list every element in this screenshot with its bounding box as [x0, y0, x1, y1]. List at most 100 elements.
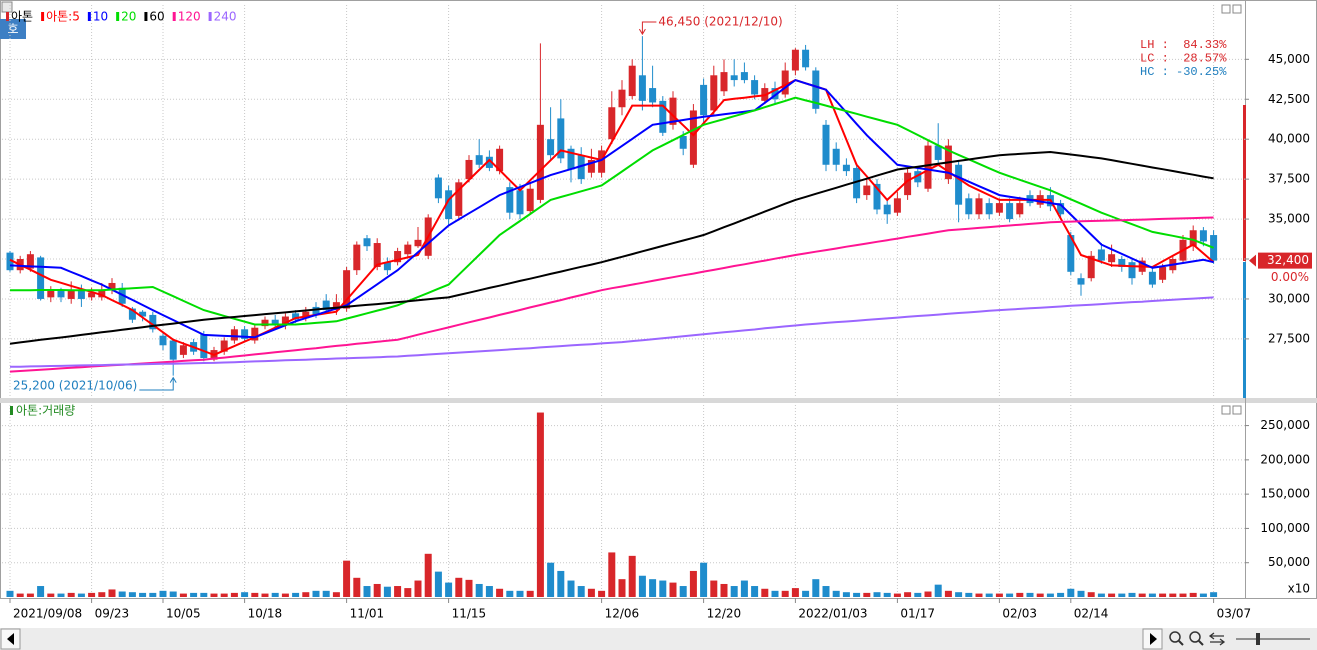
y-tick-label: 45,000 [1268, 52, 1310, 66]
candle-body [1087, 255, 1095, 279]
candle-body [1097, 249, 1105, 261]
volume-bar [322, 590, 330, 597]
y-tick-label: 30,000 [1268, 291, 1310, 305]
reset-button[interactable] [1208, 632, 1226, 646]
volume-bar [812, 579, 820, 597]
volume-bar [557, 570, 565, 597]
x-tick-label: 10/18 [248, 607, 283, 621]
volume-bar [261, 593, 269, 597]
panel-button[interactable] [1221, 4, 1231, 14]
candle-body [261, 319, 269, 327]
volume-bar [1159, 593, 1167, 597]
volume-bar [771, 590, 779, 597]
candle-body [506, 187, 514, 213]
volume-bar [893, 593, 901, 597]
volume-bar [567, 580, 575, 597]
volume-bar [638, 575, 646, 597]
last-price-label: 32,400 [1267, 253, 1309, 267]
stat-label: HC : -30.25% [1140, 65, 1227, 79]
candle-body [77, 290, 85, 299]
volume-bar [159, 590, 167, 597]
volume-bar [241, 592, 249, 597]
candle-body [394, 251, 402, 263]
volume-bar [1118, 593, 1126, 597]
volume-bar [526, 590, 534, 597]
candle-body [414, 239, 422, 247]
last-price-pointer [1249, 254, 1256, 267]
candle-body [1057, 203, 1065, 215]
volume-bar [1057, 592, 1065, 597]
candle-body [781, 70, 789, 95]
candle-body [608, 107, 616, 140]
candle-body [832, 148, 840, 165]
candle-body [904, 172, 912, 196]
volume-bar [1148, 593, 1156, 597]
panel-button[interactable] [1232, 405, 1242, 415]
zoom-slider-thumb[interactable] [1256, 633, 1260, 645]
volume-bar [914, 592, 922, 597]
volume-bar [628, 555, 636, 597]
candle-body [638, 75, 646, 101]
candle-body [47, 290, 55, 298]
panel-button[interactable] [1221, 405, 1231, 415]
volume-bar [1046, 593, 1054, 597]
volume-bar [445, 582, 453, 597]
volume-bar [1026, 592, 1034, 597]
volume-bar [649, 579, 657, 597]
candle-body [1210, 235, 1218, 261]
volume-bar [57, 593, 65, 597]
candle-body [108, 282, 116, 290]
volume-bar [485, 586, 493, 597]
volume-bar [689, 570, 697, 597]
candle-body [363, 238, 371, 247]
volume-bar [1036, 593, 1044, 597]
candle-body [475, 155, 483, 165]
legend-marker [41, 12, 45, 21]
candle-body [659, 100, 667, 133]
candle-body [679, 136, 687, 149]
legend-label: 240 [214, 10, 237, 24]
mode-button[interactable] [0, 19, 26, 39]
volume-bar [730, 586, 738, 597]
candle-body [496, 148, 504, 172]
panel-button[interactable] [1232, 4, 1242, 14]
candle-body [842, 164, 850, 172]
legend-label: 10 [93, 10, 108, 24]
volume-bar [924, 591, 932, 597]
moving-average-line [9, 296, 1214, 368]
zoom-out-button[interactable] [1169, 631, 1181, 643]
candle-body [343, 270, 351, 309]
volume-bar [598, 590, 606, 597]
candle-body [139, 311, 147, 317]
volume-bar [1077, 590, 1085, 597]
volume-bar [1006, 593, 1014, 597]
x-tick-label: 10/05 [166, 607, 201, 621]
candle-body [1159, 267, 1167, 280]
candle-body [791, 49, 799, 71]
y-tick-label: 42,500 [1268, 92, 1310, 106]
volume-bar [1189, 592, 1197, 597]
volume-bar [414, 580, 422, 597]
moving-average-line [9, 150, 1214, 345]
zoom-in-button[interactable] [1189, 631, 1201, 643]
volume-bar [700, 562, 708, 597]
volume-bar [220, 593, 228, 597]
annotation-high: 46,450 (2021/12/10) [658, 15, 782, 29]
candle-body [88, 292, 96, 298]
candle-body [873, 183, 881, 210]
volume-bar [1199, 593, 1207, 597]
candle-body [1118, 259, 1126, 267]
candle-body [179, 345, 187, 355]
annotation-arrow [139, 376, 177, 391]
candle-body [700, 84, 708, 116]
candle-body [149, 314, 157, 330]
candle-body [955, 164, 963, 205]
candle-body [302, 311, 310, 319]
scroll-left-icon [7, 633, 14, 645]
legend-label: 아톤 [11, 10, 33, 24]
volume-bar [822, 586, 830, 597]
candle-body [924, 145, 932, 189]
volume-bar [883, 592, 891, 597]
legend-marker [87, 12, 91, 21]
